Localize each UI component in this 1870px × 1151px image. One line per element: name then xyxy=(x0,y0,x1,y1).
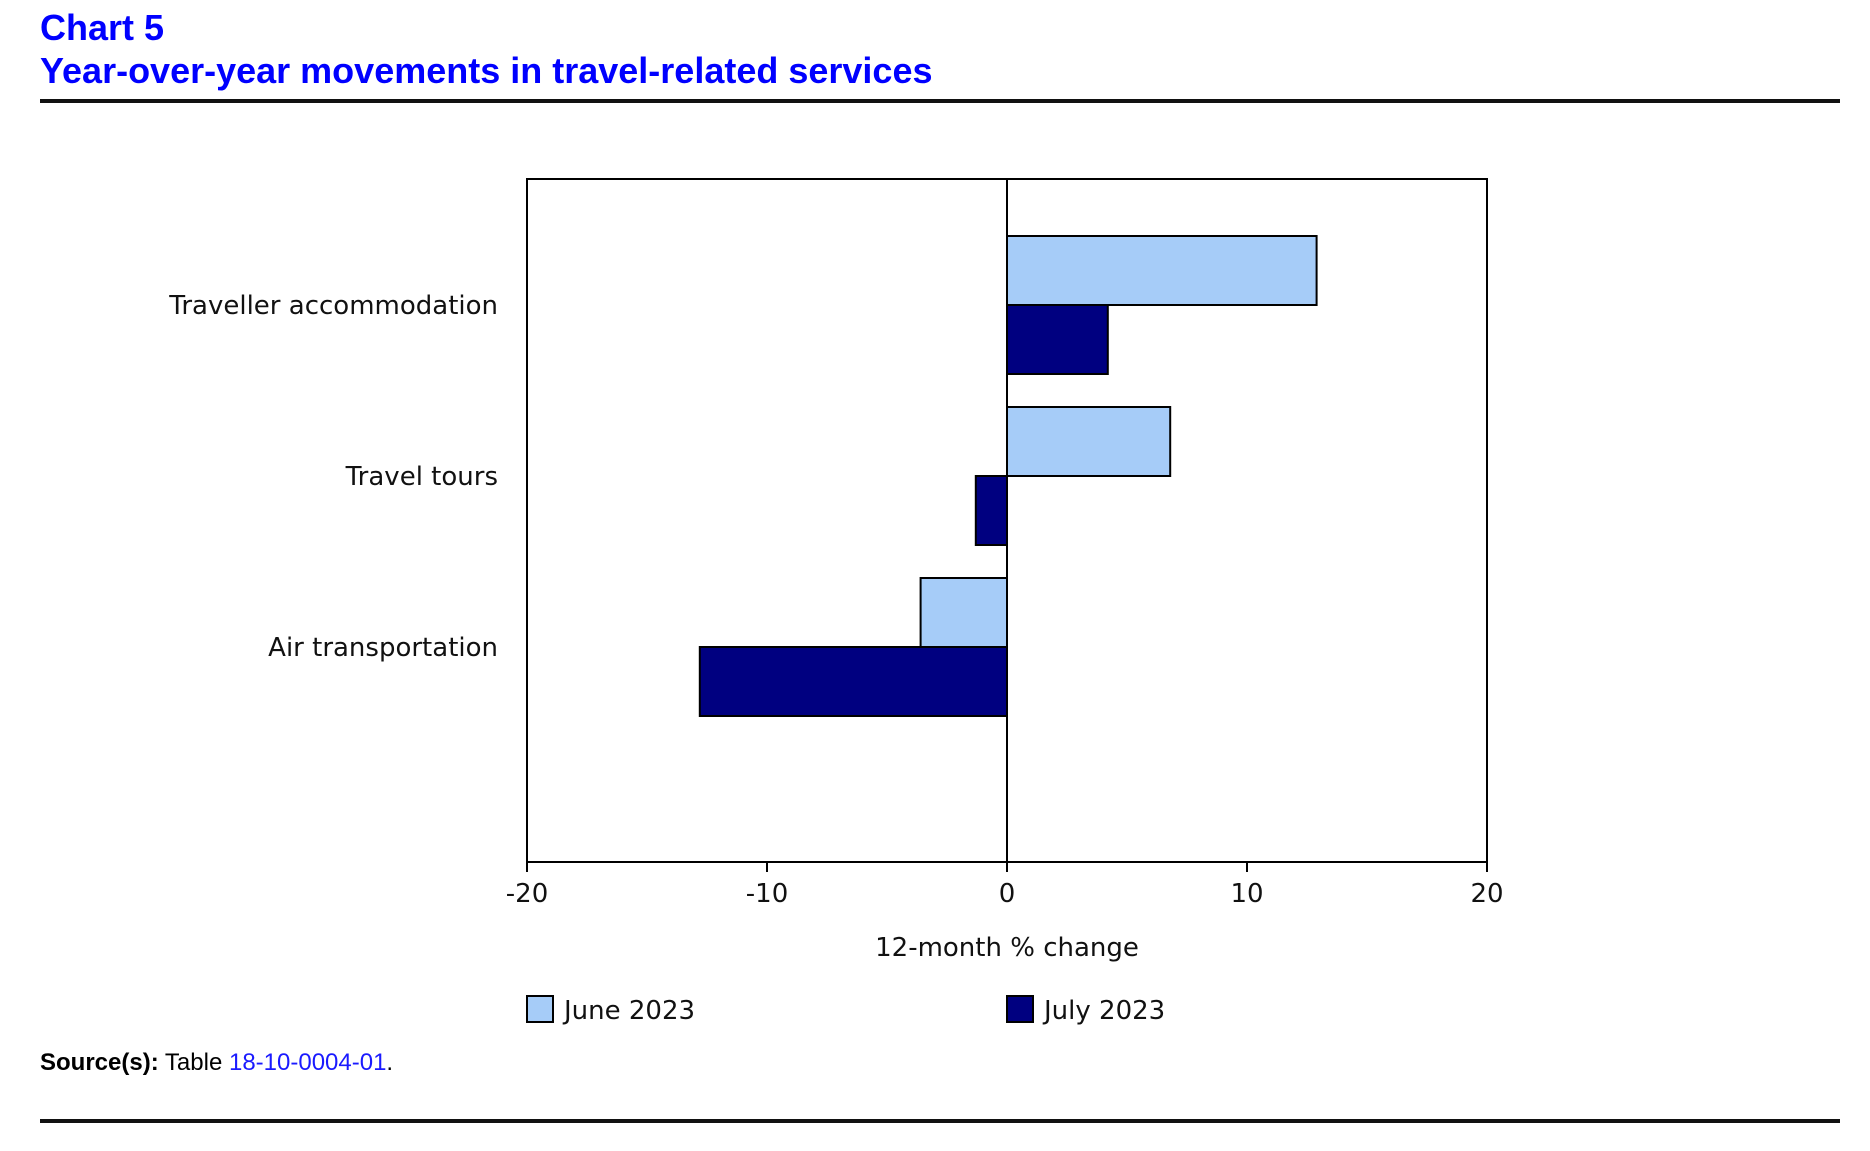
bottom-rule xyxy=(40,1119,1840,1123)
bar-july-1 xyxy=(974,475,1008,546)
legend-swatch-july xyxy=(1006,995,1034,1023)
bar-july-2 xyxy=(698,646,1008,717)
category-label: Travel tours xyxy=(345,462,498,492)
top-rule xyxy=(40,99,1840,103)
x-tick-label: 0 xyxy=(999,879,1016,909)
chart-title: Year-over-year movements in travel-relat… xyxy=(40,50,933,91)
category-label: Air transportation xyxy=(268,633,498,663)
bar-june-1 xyxy=(1006,406,1172,477)
x-axis-label: 12-month % change xyxy=(875,933,1139,963)
bar-july-0 xyxy=(1006,304,1109,375)
source-note: Source(s): Table 18-10-0004-01. xyxy=(40,1049,393,1077)
x-tick-label: 10 xyxy=(1230,879,1263,909)
source-suffix: . xyxy=(386,1049,394,1076)
legend-label-july: July 2023 xyxy=(1042,996,1165,1026)
legend-swatch-june xyxy=(526,995,554,1023)
source-text: Table xyxy=(164,1049,229,1076)
source-label: Source(s): xyxy=(40,1049,159,1076)
bar-june-2 xyxy=(919,577,1008,648)
x-tick-label: -10 xyxy=(746,879,788,909)
x-tick-label: 20 xyxy=(1470,879,1503,909)
chart-heading: Chart 5 Year-over-year movements in trav… xyxy=(40,6,933,92)
bar-june-0 xyxy=(1006,235,1318,306)
category-label: Traveller accommodation xyxy=(168,291,498,321)
source-table-link[interactable]: 18-10-0004-01 xyxy=(228,1049,387,1076)
x-tick-label: -20 xyxy=(506,879,548,909)
legend-label-june: June 2023 xyxy=(562,996,695,1026)
chart-number: Chart 5 xyxy=(40,7,165,48)
